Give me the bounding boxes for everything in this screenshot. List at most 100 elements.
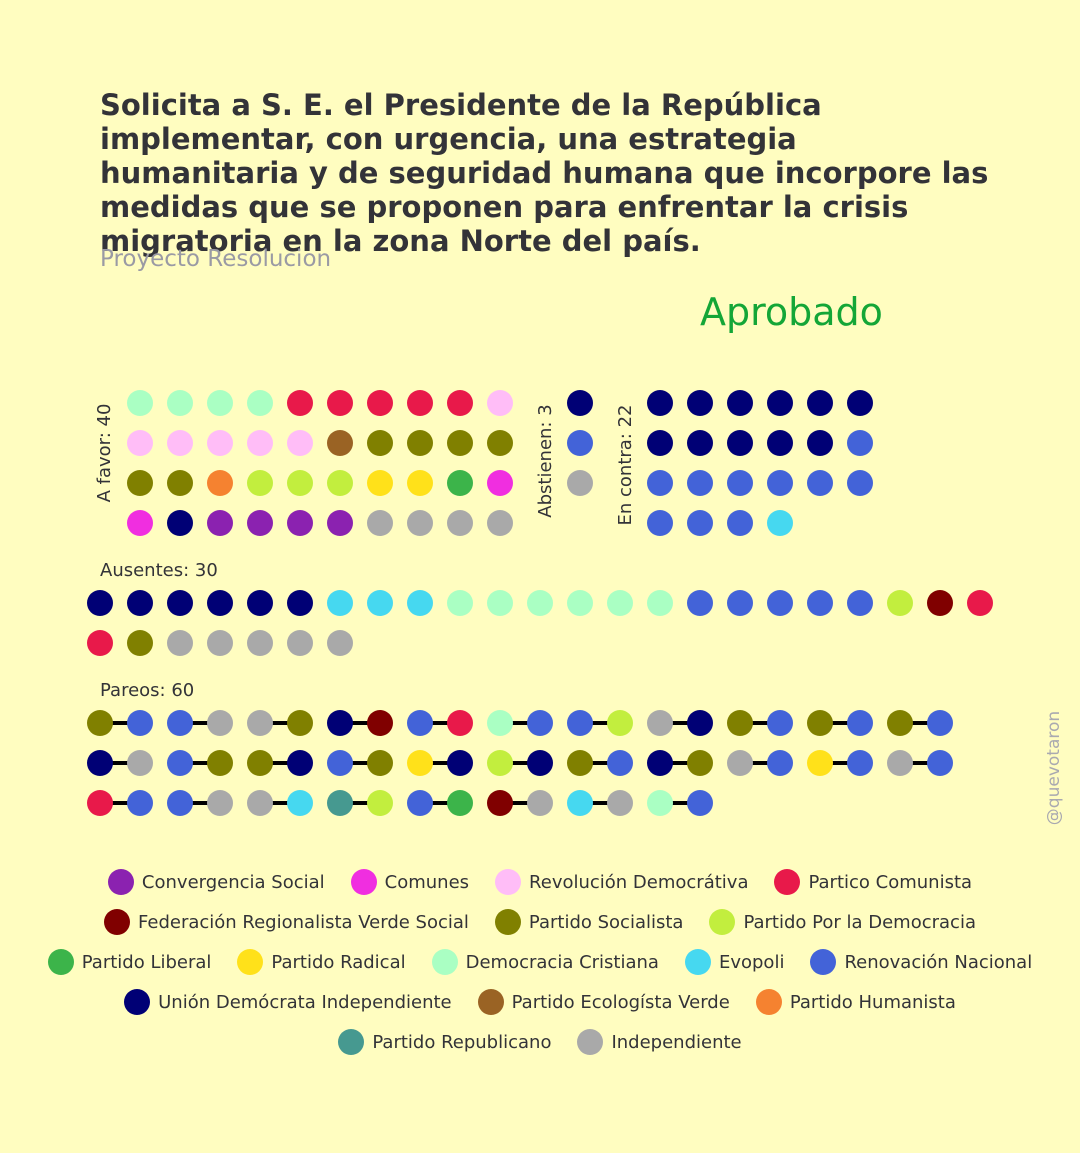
legend-swatch [104,909,130,935]
legend-item: Partido Por la Democracia [709,909,976,935]
legend-row: Unión Demócrata Independiente Partido Eco… [111,982,969,1022]
pair-dot [927,750,953,776]
in-favor-label: A favor: 40 [94,404,115,503]
legend-item: Federación Regionalista Verde Social [104,909,469,935]
absent-dot [367,590,393,616]
legend-label: Partido Republicano [372,1031,552,1053]
abstain-dot [567,470,593,496]
legend-label: Convergencia Social [141,871,325,893]
in-favor-dot [287,430,313,456]
pair-dot [87,750,113,776]
pair-dot [647,710,673,736]
against-dot [647,390,673,416]
legend-item: Partido Humanista [755,989,956,1015]
pair-dot [407,750,433,776]
against-dot [727,390,753,416]
against-dot [767,510,793,536]
against-dot [727,510,753,536]
legend-swatch [755,989,782,1015]
legend-label: Independiente [611,1031,742,1053]
in-favor-dot [207,470,233,496]
pair-dot [847,710,873,736]
pair-dot [127,710,153,736]
absent-dot [87,630,113,656]
legend-label: Unión Demócrata Independiente [158,991,452,1013]
absent-dot [767,590,793,616]
pair-dot [607,790,633,816]
legend-label: Partico Comunista [808,871,973,893]
in-favor-dot [127,510,153,536]
pair-dot [607,750,633,776]
absent-dot [127,590,153,616]
absent-dot [727,590,753,616]
pair-dot [167,750,193,776]
in-favor-dot [127,430,153,456]
pair-dot [287,750,313,776]
against-dot [767,470,793,496]
pairs-label: Pareos: 60 [100,680,194,701]
absent-dot [87,590,113,616]
legend-item: Partido Socialista [494,909,684,935]
in-favor-dot [487,390,513,416]
in-favor-dot [207,430,233,456]
legend-item: Partido Ecologísta Verde [477,989,730,1015]
legend-item: Partido Republicano [338,1029,551,1055]
pair-dot [247,750,273,776]
pair-dot [447,710,473,736]
legend-row: Federación Regionalista Verde Social Part… [91,902,989,942]
absent-dot [167,590,193,616]
pair-dot [287,710,313,736]
against-dot [647,510,673,536]
legend-swatch [577,1029,604,1055]
absent-dot [607,590,633,616]
pair-dot [367,750,393,776]
against-dot [847,390,873,416]
pair-dot [807,750,833,776]
in-favor-dot [247,390,273,416]
pair-dot [287,790,313,816]
pair-dot [567,750,593,776]
in-favor-dot [167,470,193,496]
legend-label: Revolución Democrátiva [529,871,749,893]
against-dot [767,390,793,416]
legend-swatch [495,869,522,895]
legend-label: Partido Por la Democracia [743,911,976,933]
legend-label: Evopoli [718,951,785,973]
absent-dot [527,590,553,616]
in-favor-dot [167,430,193,456]
legend-label: Partido Ecologísta Verde [511,991,730,1013]
pair-dot [247,790,273,816]
against-dot [687,430,713,456]
pair-dot [247,710,273,736]
legend-row: Convergencia Social Comunes Revolución Dem… [95,862,985,902]
pair-dot [807,710,833,736]
pair-dot [887,710,913,736]
pair-dot [527,710,553,736]
absent-dot [207,590,233,616]
absent-dot [447,590,473,616]
in-favor-dot [287,390,313,416]
in-favor-dot [207,510,233,536]
in-favor-dot [327,510,353,536]
in-favor-dot [207,390,233,416]
vote-dot-chart: A favor: 40 Abstienen: 3 En contra: 22 Ause… [87,390,993,816]
legend-item: Convergencia Social [107,869,325,895]
pair-dot [887,750,913,776]
in-favor-dot [247,510,273,536]
legend-row: Partido Republicano Independiente [325,1022,754,1062]
legend-label: Partido Socialista [528,911,684,933]
legend-swatch [494,909,521,935]
absent-dot [247,590,273,616]
absent-dot [687,590,713,616]
legend-swatch [237,949,264,975]
in-favor-dot [127,390,153,416]
legend-swatch [47,949,74,975]
pair-dot [407,790,433,816]
in-favor-dot [327,390,353,416]
absent-dot [647,590,673,616]
pair-dot [367,710,393,736]
against-dot [647,470,673,496]
absent-dot [967,590,993,616]
against-dot [647,430,673,456]
chart-title: Solicita a S. E. el Presidente de la Rep… [100,88,989,258]
